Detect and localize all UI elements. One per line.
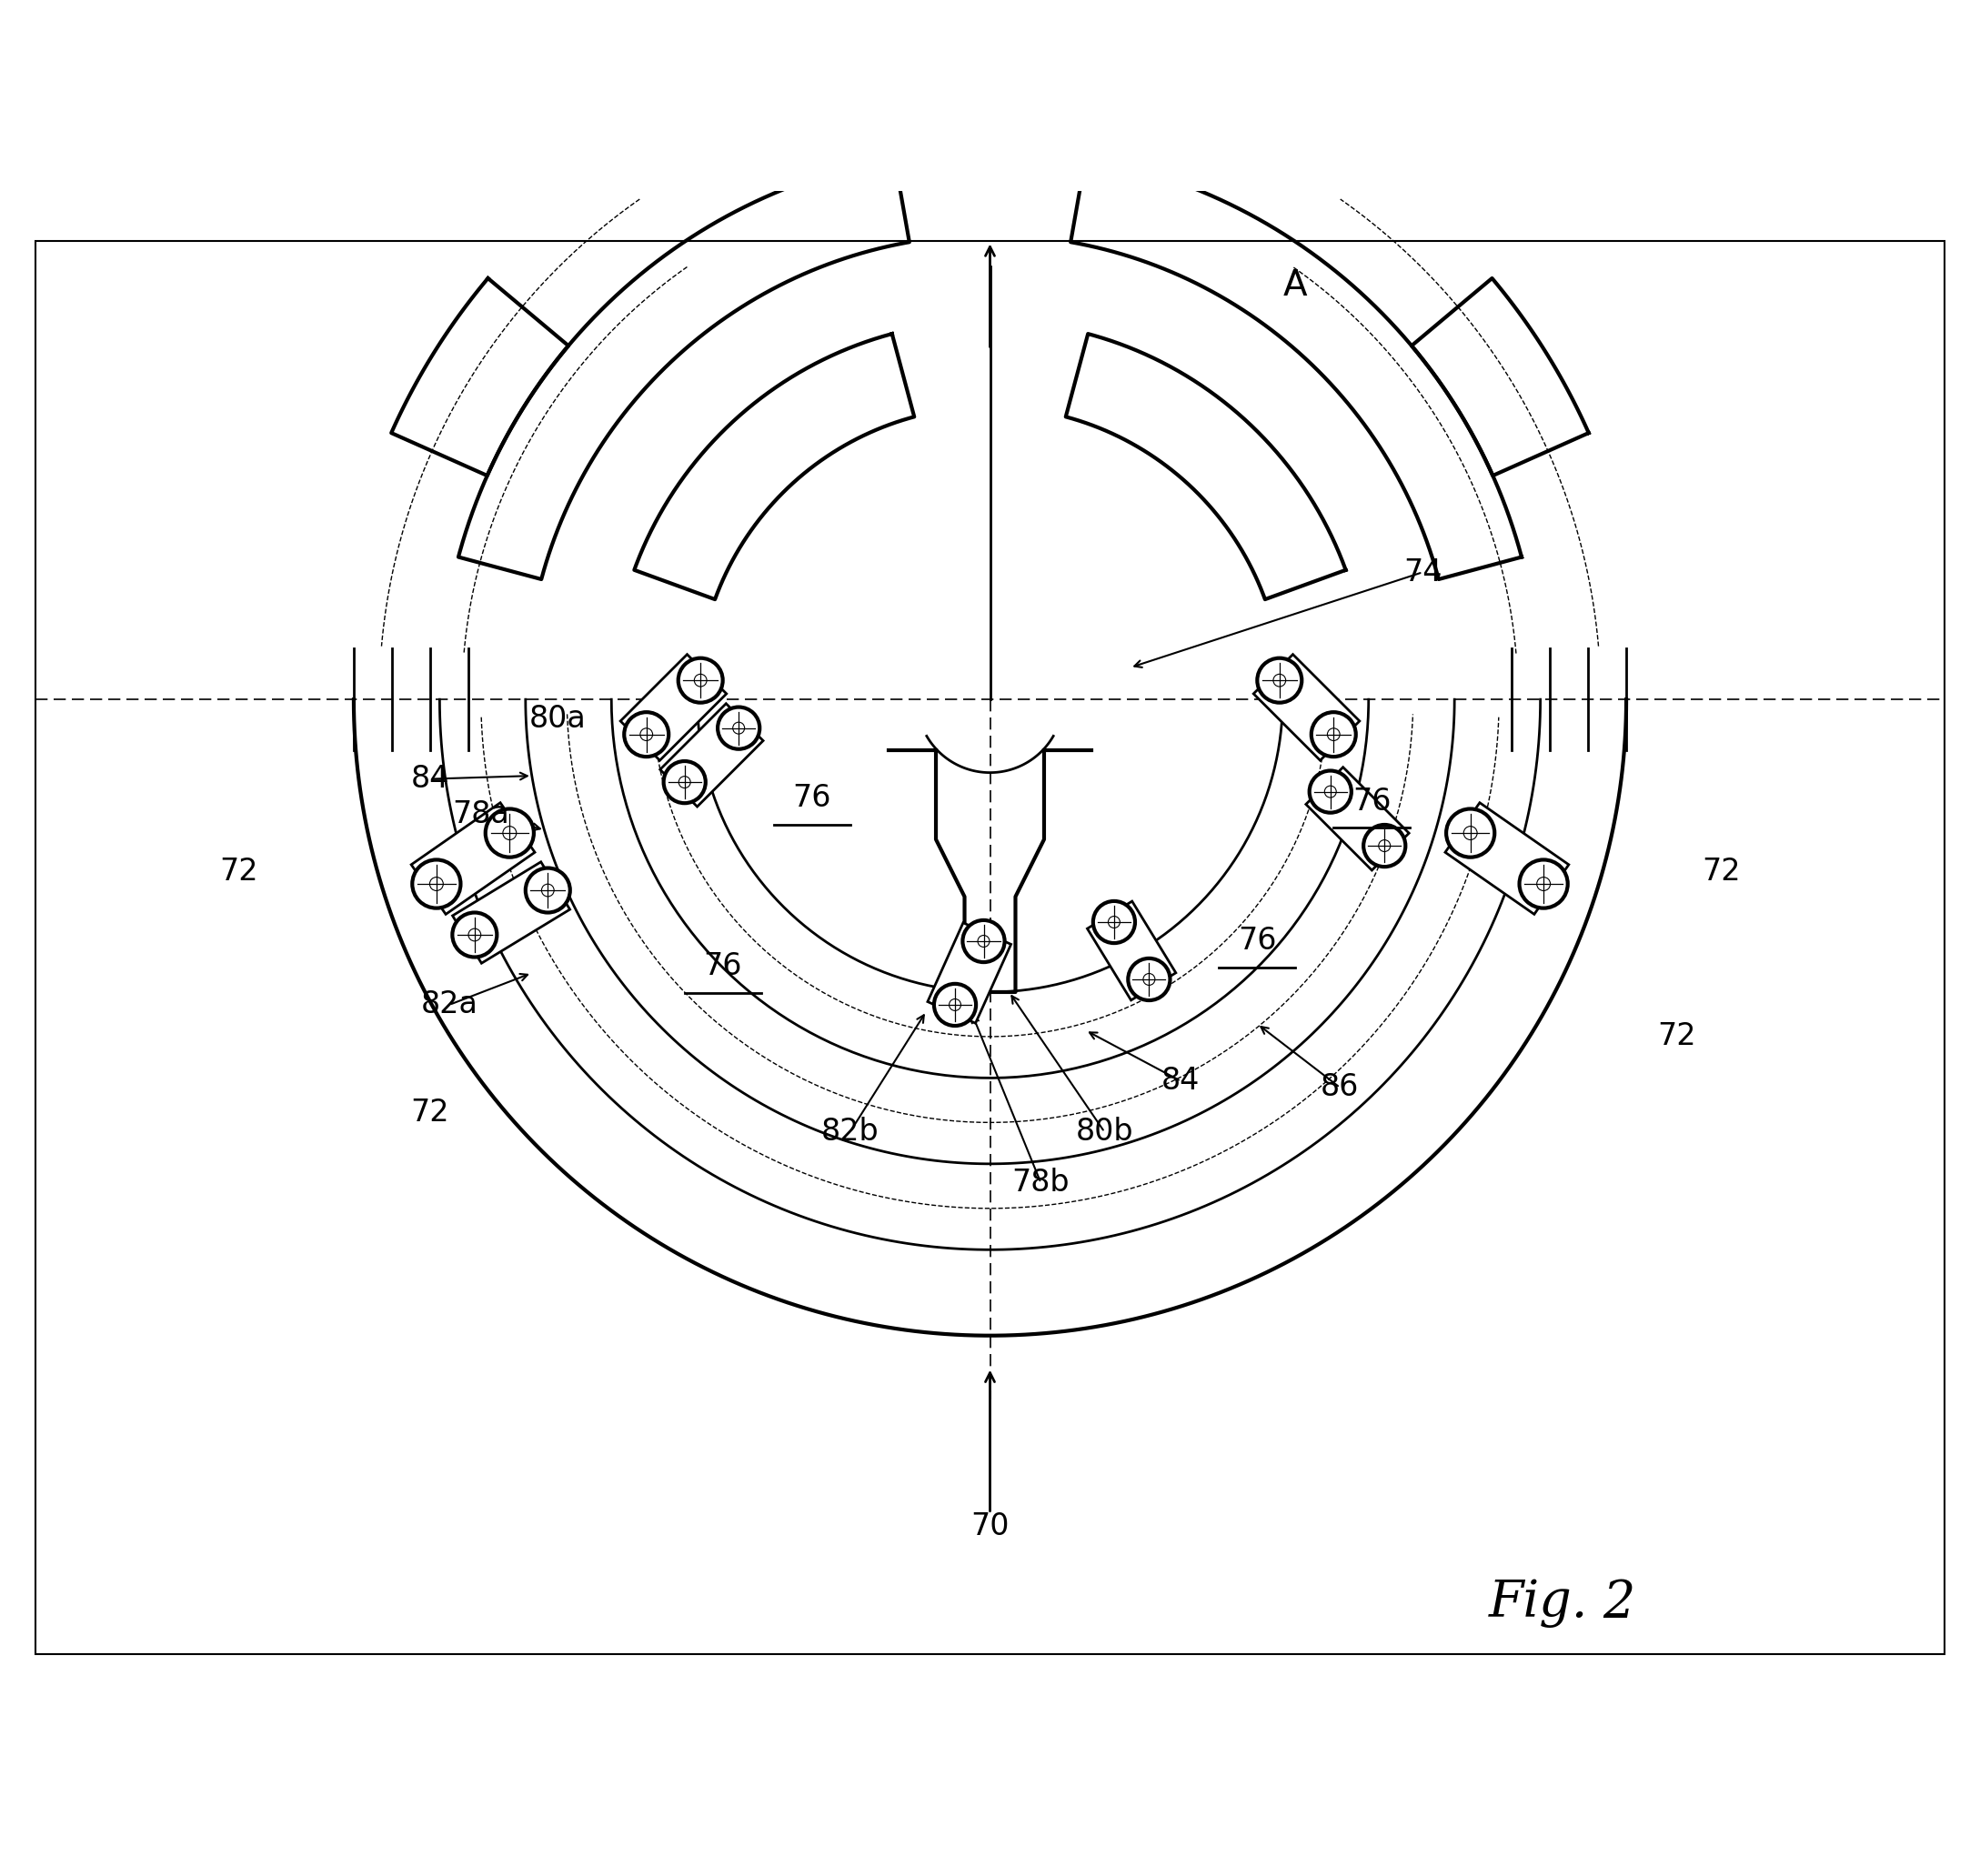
Circle shape: [469, 929, 481, 942]
Text: 72: 72: [1657, 1022, 1697, 1052]
Text: 82a: 82a: [420, 991, 477, 1021]
Text: 80a: 80a: [529, 704, 586, 734]
Circle shape: [1364, 825, 1406, 867]
Circle shape: [1325, 786, 1336, 797]
Text: 76: 76: [792, 782, 832, 812]
Text: 70: 70: [970, 1512, 1010, 1542]
Circle shape: [1519, 859, 1568, 908]
Circle shape: [640, 728, 653, 741]
Circle shape: [1142, 974, 1154, 985]
Circle shape: [679, 777, 691, 788]
Text: 78b: 78b: [1012, 1169, 1069, 1199]
Polygon shape: [1087, 900, 1176, 1000]
Circle shape: [503, 825, 517, 840]
Circle shape: [624, 713, 669, 756]
Polygon shape: [1445, 803, 1568, 914]
Text: Fig. 2: Fig. 2: [1489, 1578, 1635, 1628]
Circle shape: [412, 859, 461, 908]
Circle shape: [948, 998, 960, 1011]
Circle shape: [1257, 658, 1301, 704]
Polygon shape: [412, 803, 535, 914]
Text: A: A: [1283, 268, 1307, 304]
Circle shape: [1311, 713, 1356, 756]
Circle shape: [962, 921, 1004, 962]
Text: 84: 84: [410, 764, 449, 794]
Circle shape: [1327, 728, 1340, 741]
Circle shape: [733, 722, 744, 734]
Circle shape: [1536, 878, 1550, 891]
Text: 76: 76: [1352, 786, 1392, 816]
Circle shape: [451, 912, 497, 957]
Text: 80b: 80b: [1075, 1116, 1133, 1146]
Polygon shape: [620, 655, 727, 760]
Circle shape: [1109, 915, 1121, 929]
Circle shape: [695, 673, 707, 687]
Circle shape: [1093, 900, 1135, 944]
Polygon shape: [1307, 767, 1410, 870]
Circle shape: [1309, 771, 1352, 812]
Text: 76: 76: [703, 951, 742, 981]
Circle shape: [717, 707, 760, 749]
Polygon shape: [1253, 655, 1360, 760]
Circle shape: [679, 658, 723, 704]
Text: 82b: 82b: [822, 1116, 879, 1146]
Polygon shape: [659, 704, 762, 807]
Text: 72: 72: [410, 1097, 449, 1127]
Circle shape: [935, 983, 976, 1026]
Text: 84: 84: [1162, 1066, 1200, 1096]
Text: 72: 72: [1703, 855, 1740, 885]
Circle shape: [1463, 825, 1477, 840]
Text: 78a: 78a: [453, 799, 509, 829]
Text: 86: 86: [1321, 1073, 1358, 1103]
Text: 76: 76: [1238, 927, 1277, 957]
Circle shape: [663, 762, 705, 803]
Circle shape: [1273, 673, 1285, 687]
Polygon shape: [453, 861, 570, 962]
Polygon shape: [927, 923, 1012, 1022]
Circle shape: [543, 884, 554, 897]
Circle shape: [1129, 959, 1170, 1000]
Circle shape: [430, 878, 444, 891]
Circle shape: [1378, 840, 1390, 852]
Circle shape: [1445, 809, 1495, 857]
Text: 74: 74: [1404, 557, 1441, 587]
Circle shape: [525, 869, 570, 912]
Circle shape: [485, 809, 535, 857]
Circle shape: [978, 936, 990, 947]
Text: 72: 72: [220, 855, 259, 885]
